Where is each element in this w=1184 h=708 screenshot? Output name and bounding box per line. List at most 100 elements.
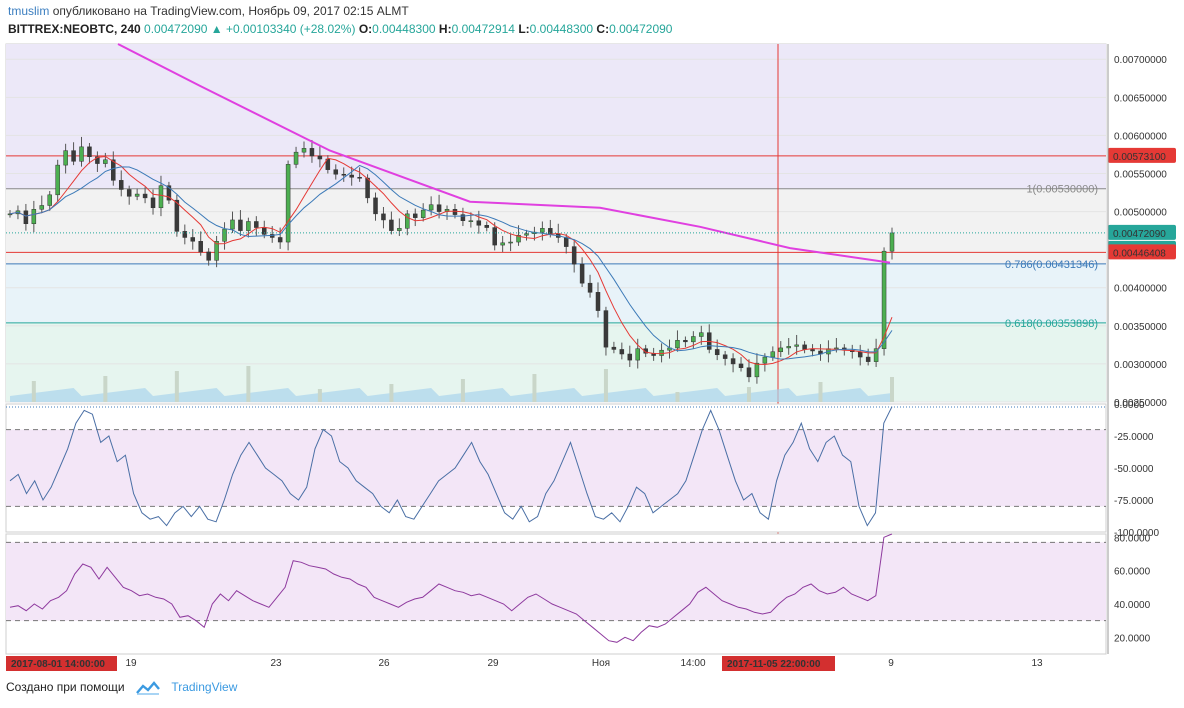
price-badge-label: 0.00446408: [1113, 248, 1166, 259]
candle: [420, 209, 426, 218]
candle: [889, 232, 895, 252]
volume-bar: [31, 381, 36, 402]
author-link[interactable]: tmuslim: [8, 4, 50, 18]
candle: [881, 250, 887, 349]
candle: [389, 219, 394, 231]
price-badge-label: 0.00472090: [1113, 229, 1166, 240]
candle: [738, 363, 744, 368]
volume-bar: [389, 384, 394, 402]
time-tick-label: 29: [487, 658, 499, 669]
candle: [150, 197, 156, 209]
up-arrow-icon: ▲: [210, 22, 223, 36]
footer: Создано при помощи TradingView: [6, 680, 237, 695]
candle: [134, 193, 140, 197]
oscillator-1-band: [6, 429, 1106, 507]
time-tick-label: 26: [378, 658, 390, 669]
candle: [31, 209, 37, 225]
volume-bar: [103, 376, 108, 402]
fib-label: 0.618(0.00353898): [1005, 318, 1098, 330]
candle: [611, 346, 617, 350]
candle: [349, 174, 354, 178]
volume-bar: [675, 392, 680, 402]
candle: [285, 164, 291, 243]
candle: [238, 219, 243, 231]
candle: [126, 189, 132, 197]
candle: [333, 169, 339, 175]
candle: [500, 242, 505, 246]
candle: [571, 246, 577, 265]
price-tick-label: 0.00650000: [1114, 93, 1167, 104]
candle: [595, 292, 601, 311]
oscillator-1-tick: -25.0000: [1114, 432, 1154, 443]
candle: [166, 185, 172, 201]
candle: [659, 349, 664, 356]
candle: [810, 349, 815, 352]
candle: [778, 347, 784, 352]
ohlc-legend: BITTREX:NEOBTC, 240 0.00472090 ▲ +0.0010…: [8, 22, 672, 36]
time-badge-label: 2017-08-01 14:00:00: [11, 659, 105, 670]
candle: [309, 148, 315, 157]
ma-mid-line: [9, 164, 893, 360]
candle: [579, 263, 585, 284]
candle: [802, 344, 807, 350]
candle: [103, 159, 108, 164]
time-badge-label: 2017-11-05 22:00:00: [727, 659, 821, 670]
candle: [95, 156, 100, 164]
candle: [460, 214, 466, 221]
candle: [118, 180, 124, 190]
candle: [55, 164, 60, 196]
candle: [476, 220, 482, 226]
oscillator-2-line: [9, 533, 893, 643]
time-tick-label: 13: [1031, 658, 1043, 669]
candle: [79, 146, 84, 162]
oscillator-1-line: [9, 406, 893, 527]
candle: [603, 310, 609, 348]
candle: [87, 146, 92, 157]
candle: [39, 205, 45, 210]
ma-fast-line: [9, 155, 893, 366]
fib-label: 0.786(0.00431346): [1005, 259, 1098, 271]
candle: [635, 348, 640, 361]
fib-zone-1: [6, 188, 1106, 264]
candle: [524, 233, 529, 236]
candle: [397, 228, 402, 231]
close-value: 0.00472090: [609, 22, 673, 36]
oscillator-2-tick: 60.0000: [1114, 567, 1151, 578]
candle: [484, 225, 490, 228]
candle: [47, 194, 52, 206]
candle: [691, 336, 696, 343]
candle: [428, 204, 434, 211]
volume-bar: [174, 371, 179, 402]
close-label: C:: [596, 22, 610, 36]
price-tick-label: 0.00600000: [1114, 131, 1167, 142]
candle: [873, 348, 879, 362]
ma-long-line: [117, 43, 891, 264]
candle: [262, 227, 267, 235]
candle: [412, 213, 418, 218]
candle: [246, 221, 251, 231]
candle: [746, 367, 752, 378]
high-label: H:: [438, 22, 452, 36]
volume-bar: [246, 366, 251, 402]
candle: [468, 220, 474, 222]
candle: [357, 177, 362, 179]
candle: [222, 228, 227, 242]
fib-zone-3: [6, 322, 1106, 402]
candle: [865, 356, 871, 362]
candle: [563, 237, 569, 247]
publish-text: опубликовано на TradingView.com, Ноябрь …: [52, 4, 409, 18]
tradingview-logo-icon: [136, 680, 160, 695]
volume-area: [10, 388, 892, 402]
candle: [230, 219, 235, 230]
candle: [254, 221, 259, 228]
fib-zone-top: [6, 44, 1106, 189]
candle: [794, 344, 799, 347]
candle: [111, 159, 116, 181]
symbol-label: BITTREX:NEOBTC, 240: [8, 22, 141, 36]
tradingview-link[interactable]: TradingView: [171, 680, 238, 694]
candle: [293, 151, 299, 165]
candle: [683, 340, 688, 343]
price-tick-label: 0.00700000: [1114, 55, 1167, 66]
volume-bar: [532, 374, 537, 402]
